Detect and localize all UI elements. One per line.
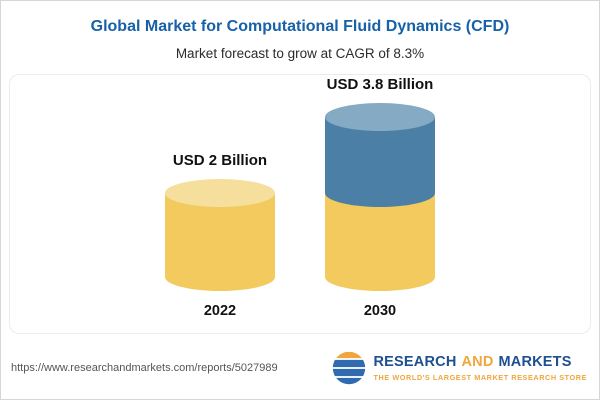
value-label-2022: USD 2 Billion <box>172 152 268 169</box>
logo-name-and: AND <box>461 354 494 370</box>
chart-header: Global Market for Computational Fluid Dy… <box>1 1 599 61</box>
report-url-link[interactable]: https://www.researchandmarkets.com/repor… <box>11 362 278 374</box>
chart-subtitle: Market forecast to grow at CAGR of 8.3% <box>175 46 425 61</box>
cylinder-2030-base-segment <box>325 193 435 291</box>
cylinder-2030 <box>325 103 435 291</box>
logo-globe-icon <box>332 351 365 385</box>
logo-tagline: THE WORLD'S LARGEST MARKET RESEARCH STOR… <box>373 373 587 382</box>
value-label-2030: USD 3.8 Billion <box>326 76 434 94</box>
chart-title: Global Market for Computational Fluid Dy… <box>90 18 510 35</box>
cylinder-2022 <box>165 179 275 291</box>
bar-group-2022: USD 2 Billion 2022 <box>145 152 295 333</box>
logo-name-research: RESEARCH <box>373 354 457 370</box>
footer: https://www.researchandmarkets.com/repor… <box>1 343 599 399</box>
researchandmarkets-logo[interactable]: RESEARCH AND MARKETS THE WORLD'S LARGEST… <box>331 350 587 386</box>
bar-group-2030: USD 3.8 Billion 2030 <box>305 76 455 333</box>
cylinder-2030-growth-segment <box>325 103 435 207</box>
year-label-2030: 2030 <box>363 303 397 319</box>
cylinder-2022-base-segment <box>165 179 275 291</box>
logo-text: RESEARCH AND MARKETS THE WORLD'S LARGEST… <box>374 354 587 382</box>
year-label-2022: 2022 <box>203 303 237 319</box>
chart-plot-area: USD 2 Billion 2022 USD 3.8 Billion 2030 <box>9 74 591 334</box>
logo-name-markets: MARKETS <box>498 354 572 370</box>
logo-name: RESEARCH AND MARKETS <box>374 354 587 370</box>
